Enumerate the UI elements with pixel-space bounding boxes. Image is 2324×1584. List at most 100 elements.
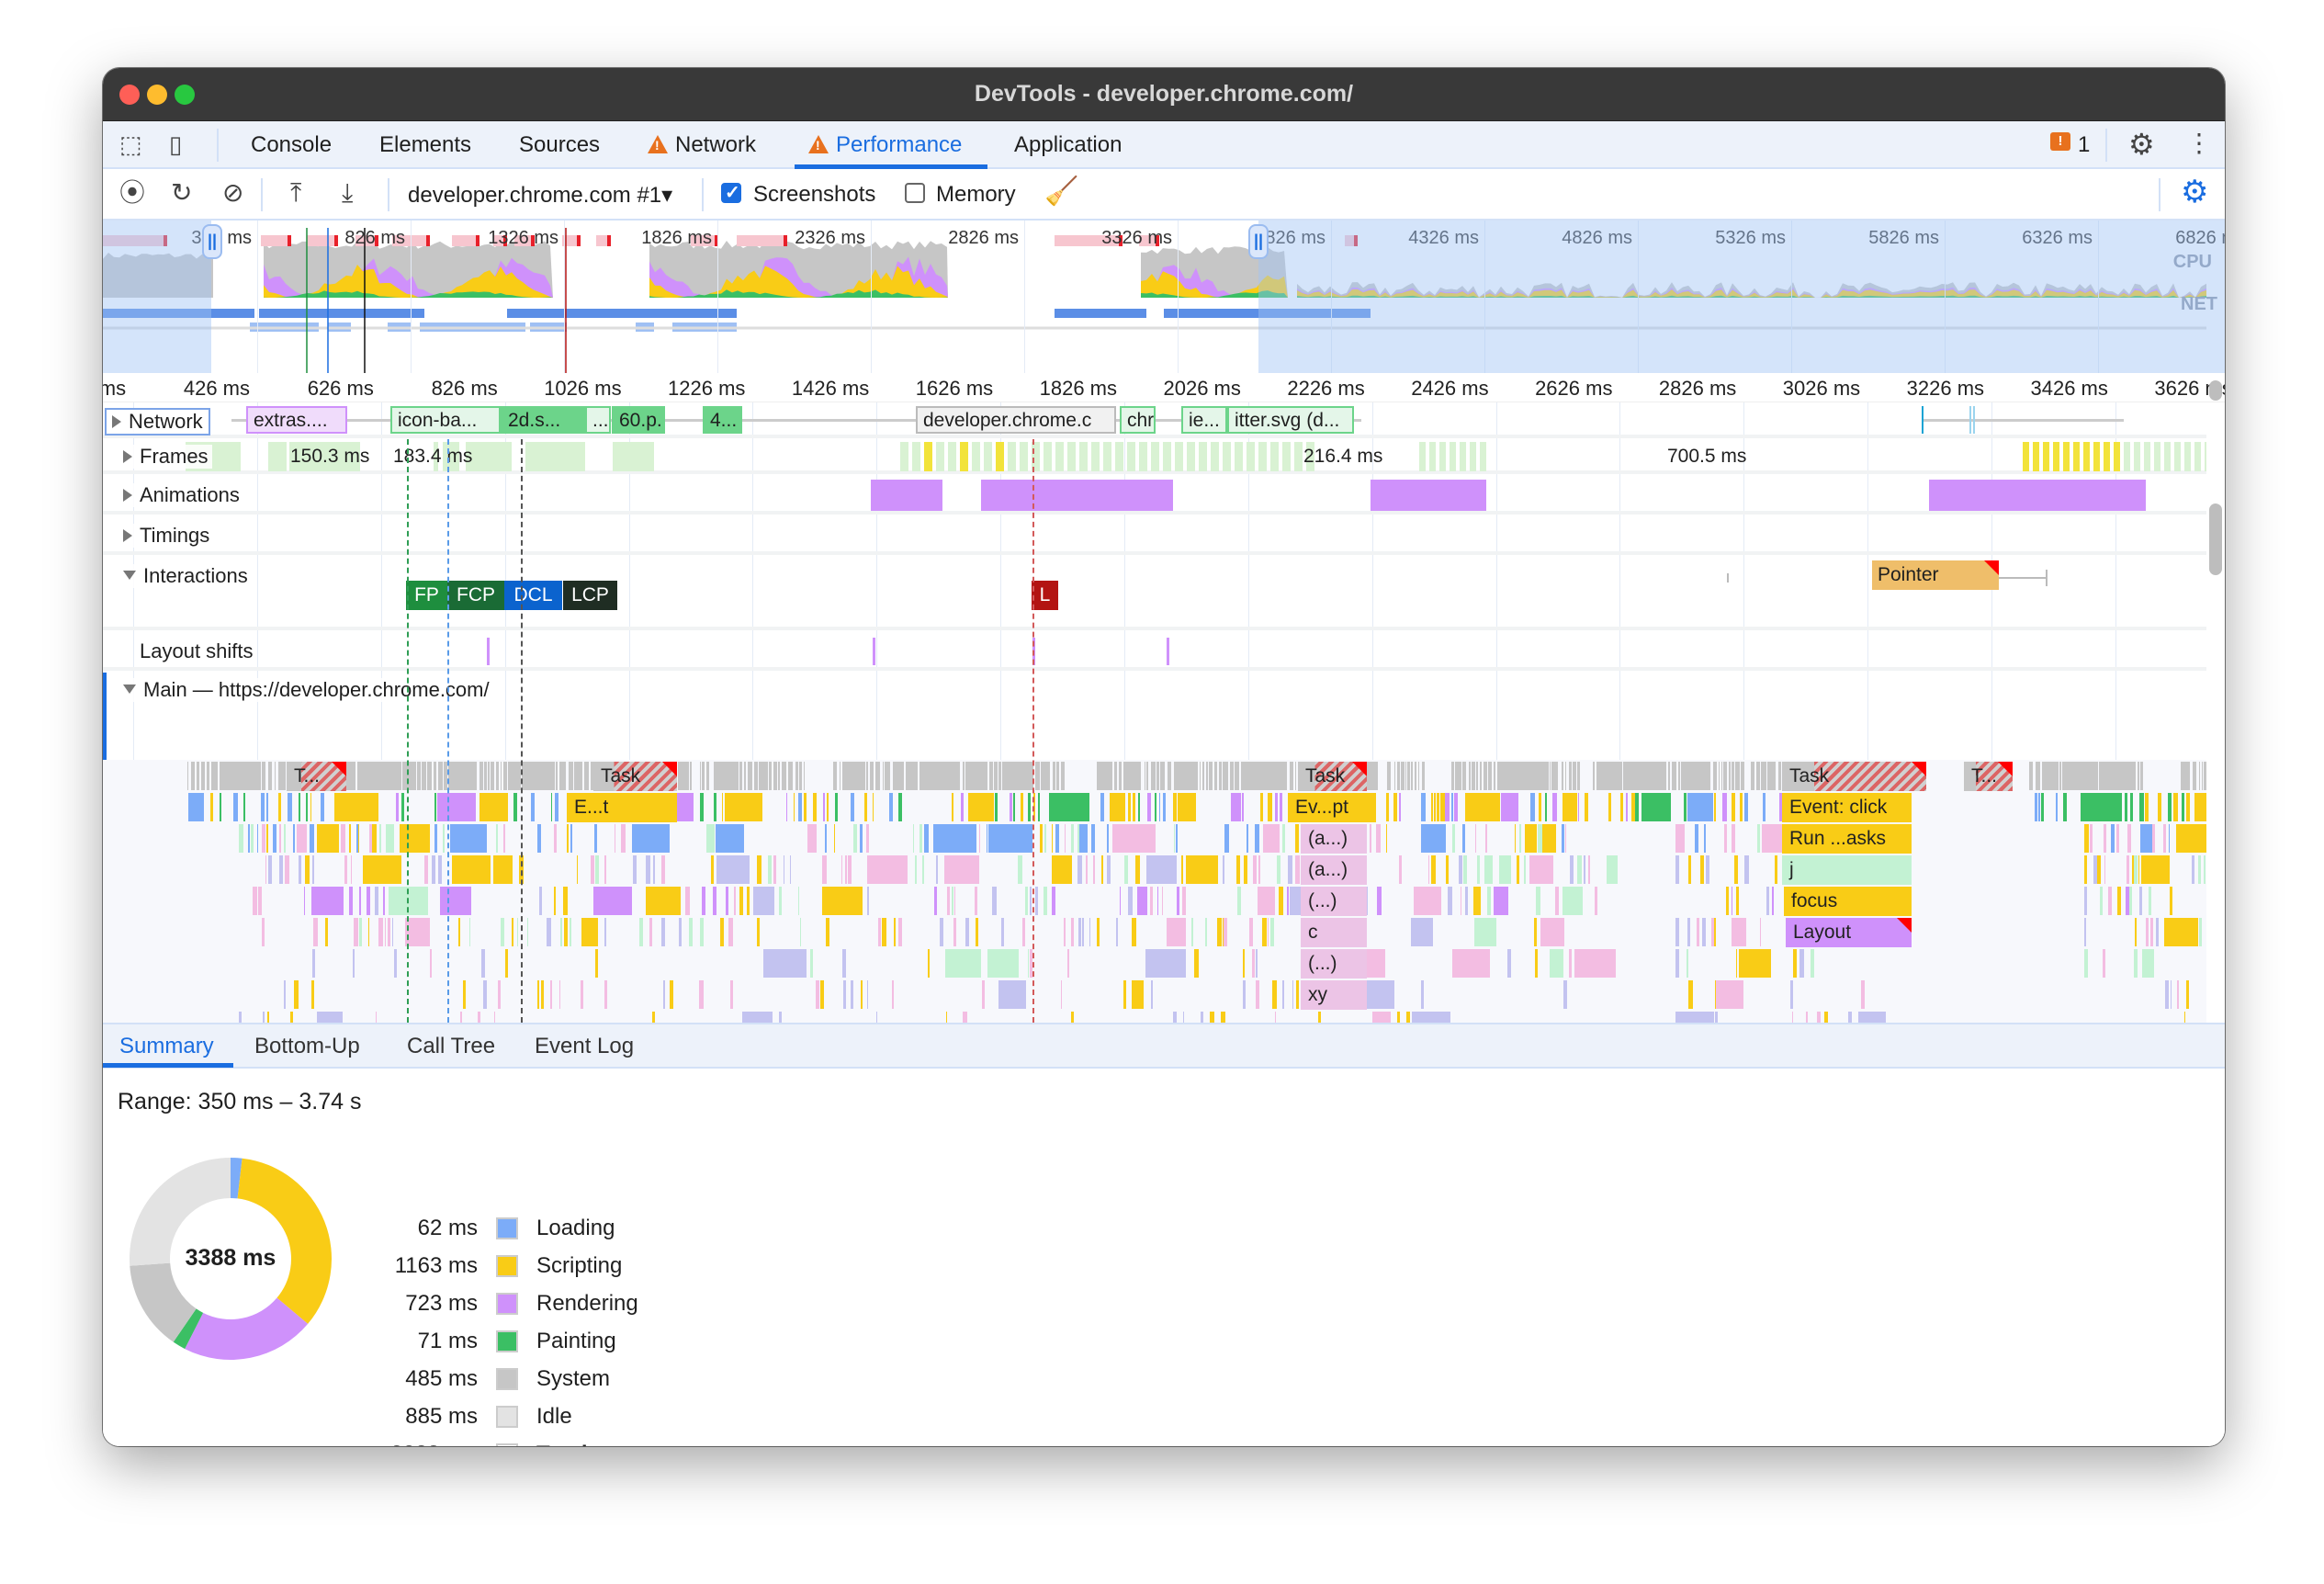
flame-slice[interactable]	[1606, 855, 1618, 884]
flame-slice[interactable]	[1167, 762, 1171, 790]
frame[interactable]	[2174, 442, 2181, 471]
flame-slice[interactable]	[2131, 855, 2134, 884]
flame-slice[interactable]	[662, 980, 666, 1009]
flame-slice[interactable]	[1857, 1012, 1887, 1023]
flame-slice[interactable]	[2164, 918, 2198, 946]
flame-slice[interactable]	[1399, 855, 1403, 884]
flame-slice[interactable]	[1245, 762, 1249, 790]
flame-slice[interactable]	[688, 918, 693, 946]
flame-slice[interactable]	[1249, 762, 1288, 790]
flame-slice[interactable]	[289, 762, 294, 790]
flame-slice[interactable]	[604, 918, 607, 946]
flame-slice[interactable]	[1461, 824, 1466, 853]
flame-slice[interactable]	[1668, 762, 1671, 790]
tab-call-tree[interactable]: Call Tree	[407, 1034, 496, 1058]
flame-slice[interactable]	[677, 762, 690, 790]
flame-slice[interactable]	[1420, 980, 1425, 1009]
flame-slice[interactable]	[2194, 793, 2206, 821]
frame[interactable]	[613, 442, 654, 471]
frame[interactable]	[948, 442, 956, 471]
flame-slice[interactable]	[1533, 918, 1537, 946]
flame-slice[interactable]	[2204, 855, 2206, 884]
flame-slice[interactable]	[1224, 824, 1229, 853]
flame-slice[interactable]	[277, 762, 283, 790]
zoom-window-button[interactable]	[175, 85, 195, 105]
more-options-icon[interactable]: ⋮	[2186, 129, 2212, 157]
flame-slice[interactable]	[865, 762, 869, 790]
timing-marker-l[interactable]: L	[1032, 581, 1058, 610]
flame-slice[interactable]	[1013, 793, 1015, 821]
flame-slice[interactable]	[1687, 793, 1714, 821]
flame-slice[interactable]	[604, 980, 607, 1009]
flame-slice[interactable]	[651, 1012, 655, 1023]
flame-slice[interactable]	[400, 793, 405, 821]
flame-slice[interactable]	[1587, 855, 1590, 884]
frame[interactable]	[2194, 442, 2201, 471]
flame-slice[interactable]	[2149, 918, 2154, 946]
flame-slice[interactable]	[1433, 793, 1437, 821]
flame-slice[interactable]	[822, 793, 826, 821]
flame-slice[interactable]	[1027, 949, 1029, 978]
flame-slice[interactable]	[1031, 762, 1034, 790]
flame-slice[interactable]	[1132, 793, 1136, 821]
flame-slice[interactable]	[1444, 793, 1450, 821]
flame-slice[interactable]	[2152, 824, 2156, 853]
flame-slice[interactable]	[1562, 824, 1565, 853]
flame-slice[interactable]	[1163, 793, 1166, 821]
flame-slice[interactable]	[1119, 887, 1122, 915]
issue-icon[interactable]: !	[2050, 132, 2070, 151]
flame-slice[interactable]	[1733, 855, 1738, 884]
flame-slice[interactable]	[2084, 855, 2088, 884]
flame-event[interactable]: j	[1782, 855, 1912, 885]
flame-slice[interactable]	[1763, 793, 1766, 821]
flame-slice[interactable]	[1071, 918, 1074, 946]
flame-slice[interactable]	[1847, 1012, 1852, 1023]
flame-slice[interactable]	[374, 887, 378, 915]
flame-slice[interactable]	[1596, 762, 1598, 790]
flame-slice[interactable]	[669, 980, 673, 1009]
flame-slice[interactable]	[2103, 824, 2106, 853]
flame-slice[interactable]	[1458, 762, 1462, 790]
flame-slice[interactable]	[746, 887, 750, 915]
flame-slice[interactable]	[1253, 855, 1257, 884]
flame-slice[interactable]	[1700, 855, 1704, 884]
flame-slice[interactable]	[344, 855, 348, 884]
flame-slice[interactable]	[2138, 762, 2139, 790]
flame-slice[interactable]	[460, 1012, 463, 1023]
flame-slice[interactable]	[1678, 762, 1680, 790]
flame-slice[interactable]	[1631, 793, 1635, 821]
flame-slice[interactable]	[1223, 762, 1226, 790]
flame-slice[interactable]	[1484, 824, 1487, 853]
flame-slice[interactable]	[1421, 793, 1427, 821]
flame-slice[interactable]	[447, 762, 477, 790]
flame-slice[interactable]	[951, 793, 953, 821]
flame-slice[interactable]	[215, 762, 218, 790]
frame[interactable]	[1008, 442, 1016, 471]
frame[interactable]	[2144, 442, 2150, 471]
flame-slice[interactable]	[396, 793, 400, 821]
flame-slice[interactable]	[1722, 762, 1728, 790]
flame-slice[interactable]	[773, 762, 777, 790]
flame-slice[interactable]	[1799, 949, 1804, 978]
frame[interactable]	[1079, 442, 1088, 471]
flame-slice[interactable]	[1712, 762, 1718, 790]
flame-slice[interactable]	[294, 980, 299, 1009]
main-thread-label[interactable]: Main — https://developer.chrome.com/	[119, 678, 493, 702]
flame-slice[interactable]	[1124, 855, 1129, 884]
flame-slice[interactable]	[1243, 949, 1246, 978]
flame-slice[interactable]	[924, 824, 930, 853]
flame-slice[interactable]	[440, 887, 472, 915]
flame-slice[interactable]	[1376, 887, 1382, 915]
frame[interactable]	[289, 442, 360, 471]
flame-slice[interactable]	[756, 855, 762, 884]
flame-slice[interactable]	[1369, 824, 1371, 853]
flame-slice[interactable]	[1756, 762, 1761, 790]
flame-slice[interactable]	[1286, 887, 1289, 915]
flame-slice[interactable]	[2130, 793, 2134, 821]
flame-slice[interactable]	[1091, 824, 1095, 853]
flame-slice[interactable]	[919, 824, 923, 853]
flame-slice[interactable]	[2100, 887, 2104, 915]
flame-slice[interactable]	[505, 949, 508, 978]
frame[interactable]	[2184, 442, 2191, 471]
tab-console[interactable]: Console	[251, 132, 333, 157]
